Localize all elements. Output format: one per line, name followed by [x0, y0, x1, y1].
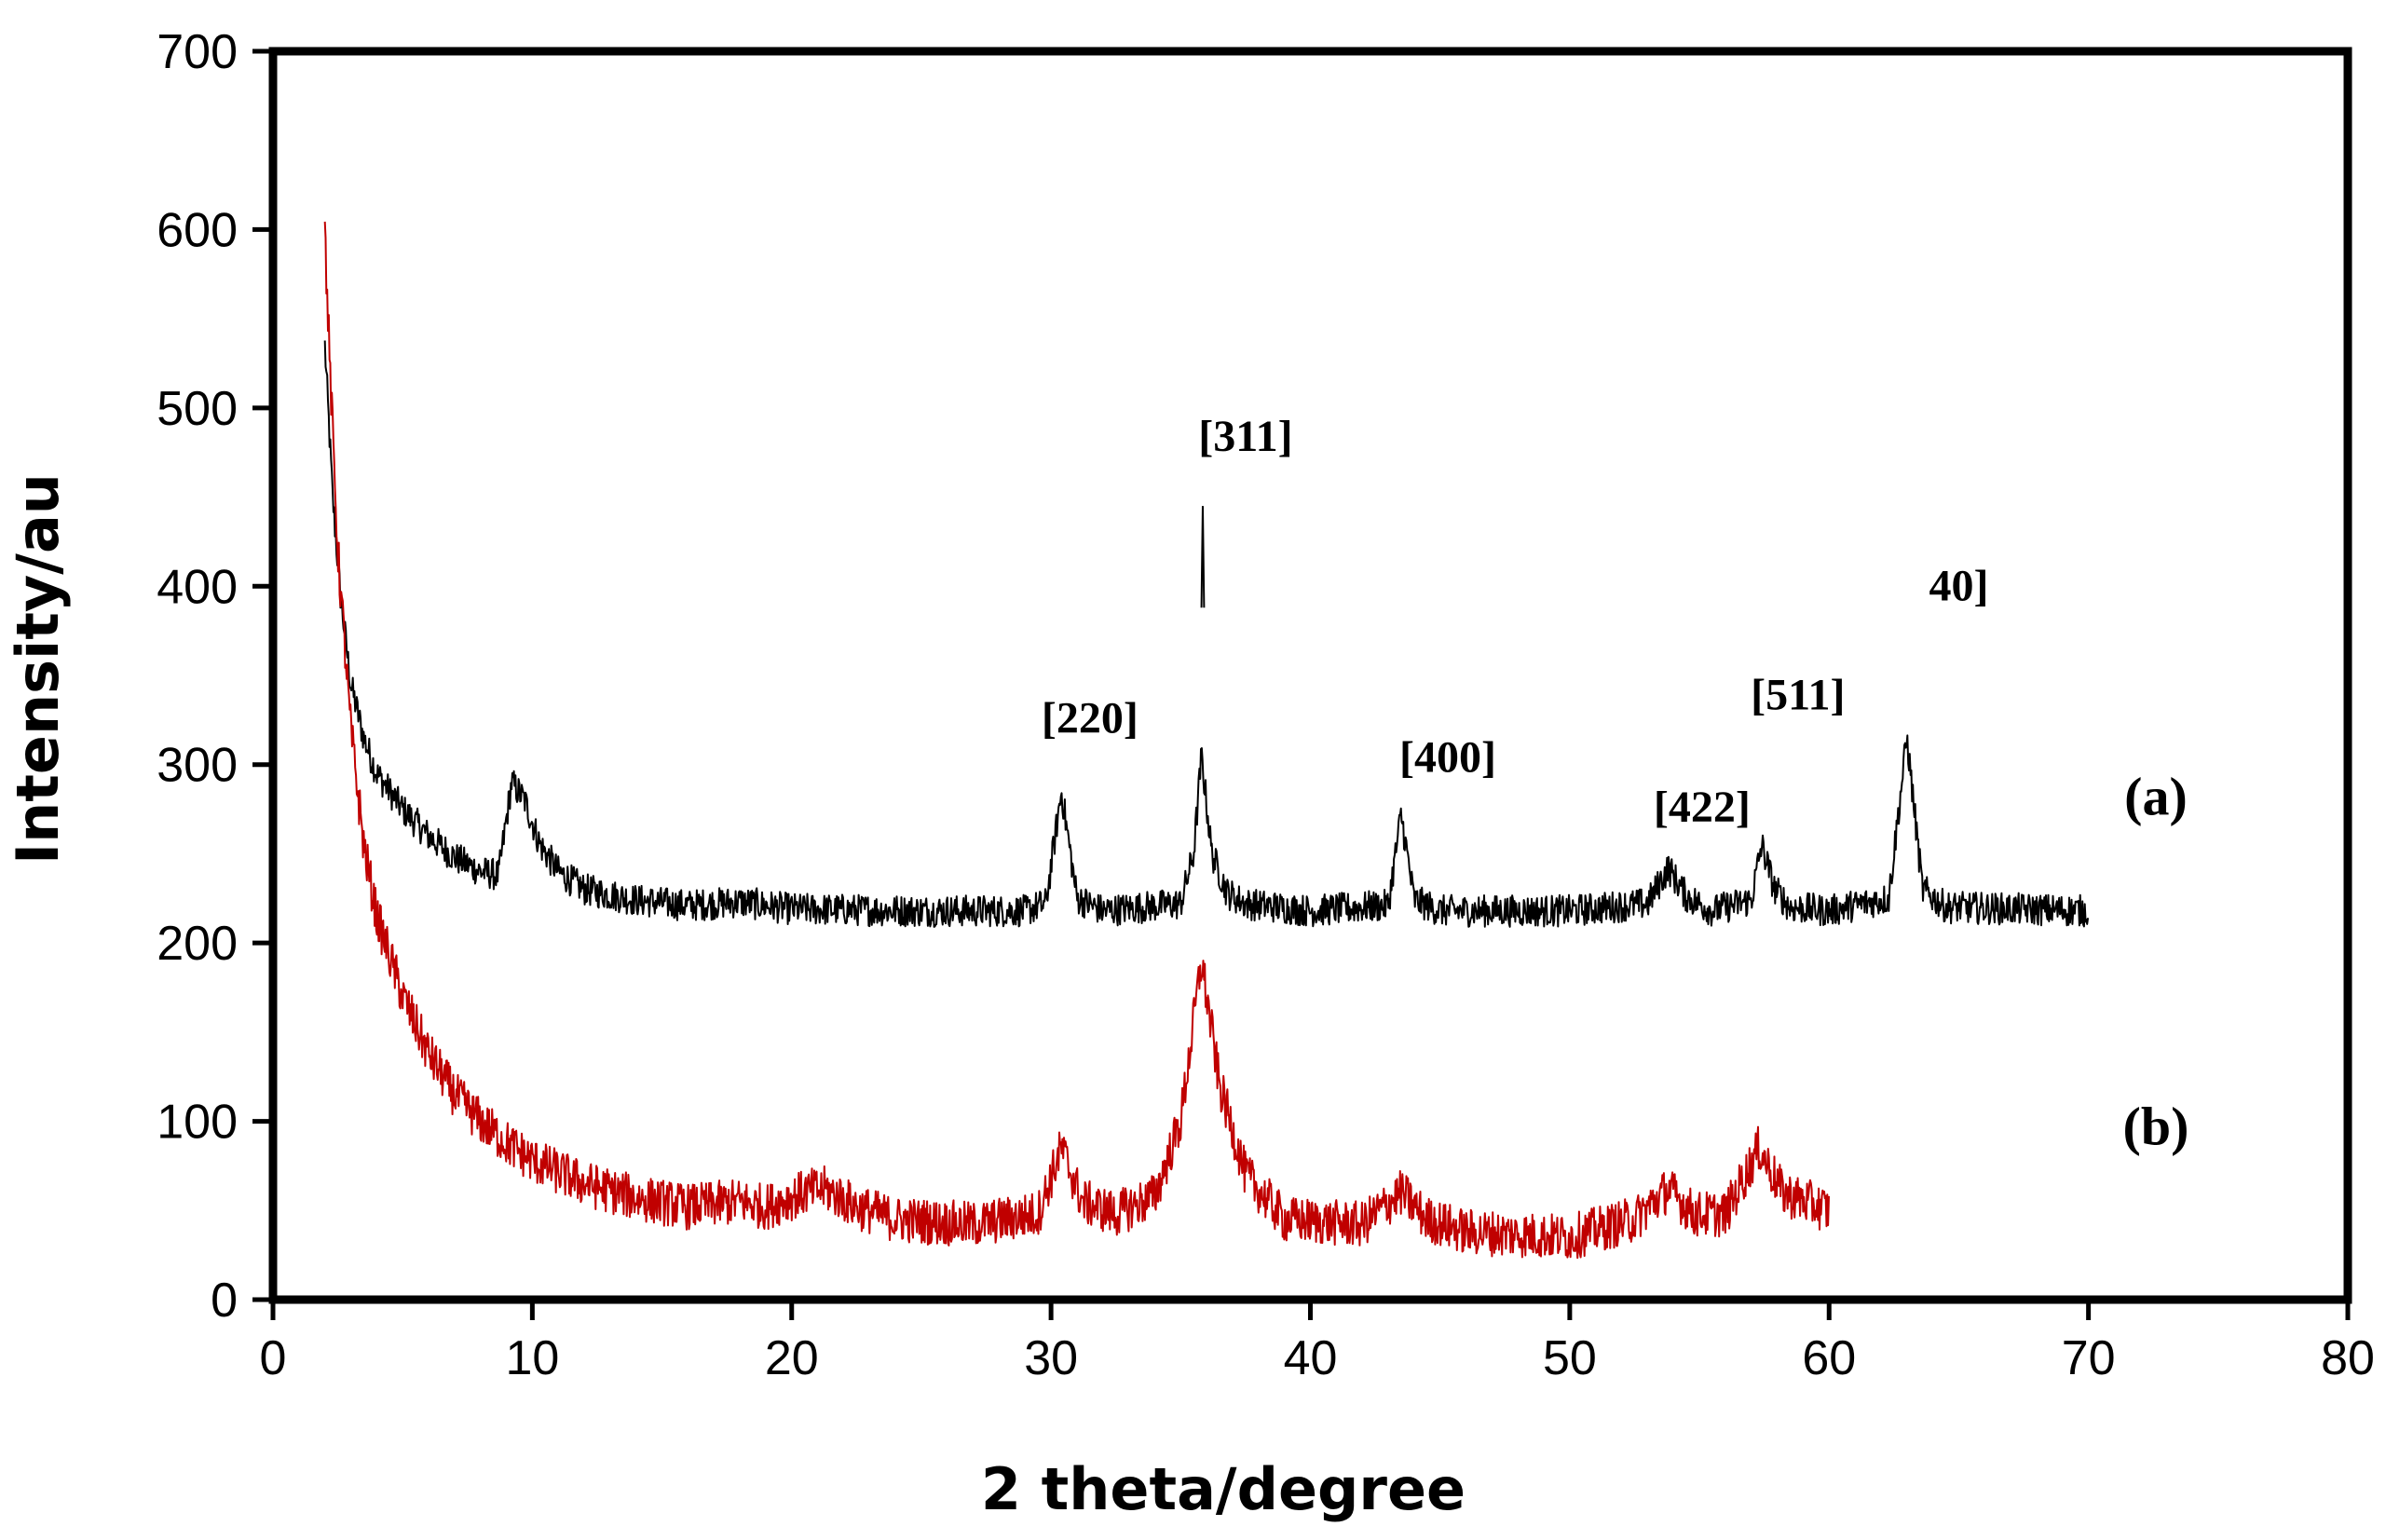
y-tick-label: 500: [157, 382, 238, 436]
series-line-a: [323, 340, 2090, 928]
peak-label: [511]: [1751, 670, 1845, 719]
y-tick-label: 200: [157, 917, 238, 971]
y-tick-label: 600: [157, 203, 238, 257]
series-label: (a): [2124, 766, 2188, 826]
x-tick-label: 40: [1284, 1331, 1338, 1385]
y-tick-label: 300: [157, 739, 238, 793]
series-spike: [1200, 506, 1206, 608]
y-tick-label: 100: [157, 1096, 238, 1150]
peak-label: [400]: [1399, 732, 1496, 782]
x-tick-label: 50: [1543, 1331, 1597, 1385]
x-tick-label: 60: [1802, 1331, 1856, 1385]
y-tick-label: 400: [157, 560, 238, 614]
y-tick-label: 0: [211, 1274, 238, 1328]
series-line-b: [323, 221, 1830, 1260]
y-axis-title: Intensity/au: [4, 473, 72, 865]
series-label: (b): [2123, 1096, 2189, 1156]
x-axis-title: 2 theta/degree: [981, 1455, 1466, 1523]
peak-label: [220]: [1042, 693, 1138, 743]
x-tick-label: 20: [765, 1331, 819, 1385]
x-tick-label: 30: [1024, 1331, 1078, 1385]
x-tick-label: 0: [260, 1331, 287, 1385]
x-tick-label: 70: [2062, 1331, 2116, 1385]
peak-label: 40]: [1929, 562, 1988, 611]
x-tick-label: 10: [505, 1331, 559, 1385]
peak-label: [422]: [1654, 783, 1751, 832]
plot-frame: [268, 47, 2352, 1304]
peak-label: [311]: [1198, 412, 1292, 461]
y-tick-label: 700: [157, 25, 238, 79]
x-tick-label: 80: [2321, 1331, 2375, 1385]
